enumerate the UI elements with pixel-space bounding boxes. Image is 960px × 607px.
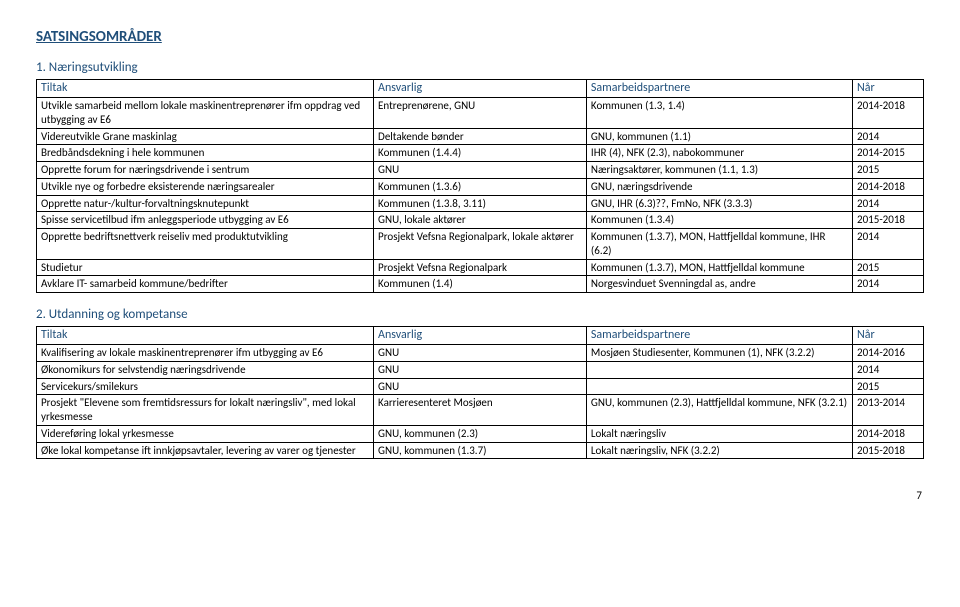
col-header-ansvarlig: Ansvarlig	[374, 327, 587, 345]
cell-tiltak: Økonomikurs for selvstendig næringsdrive…	[37, 361, 374, 378]
cell-samarbeidspartnere: GNU, kommunen (1.1)	[586, 128, 852, 145]
cell-ansvarlig: GNU	[374, 361, 587, 378]
table-row: Spisse servicetilbud ifm anleggsperiode …	[37, 212, 924, 229]
page-title: SATSINGSOMRÅDER	[36, 28, 924, 46]
table-2-body: Kvalifisering av lokale maskinentreprenø…	[37, 345, 924, 459]
cell-nar: 2014-2018	[853, 98, 924, 129]
cell-tiltak: Videreføring lokal yrkesmesse	[37, 425, 374, 442]
cell-tiltak: Prosjekt "Elevene som fremtidsressurs fo…	[37, 395, 374, 426]
cell-nar: 2014	[853, 195, 924, 212]
cell-tiltak: Utvikle samarbeid mellom lokale maskinen…	[37, 98, 374, 129]
table-row: Prosjekt "Elevene som fremtidsressurs fo…	[37, 395, 924, 426]
cell-samarbeidspartnere: Kommunen (1.3.7), MON, Hattfjelldal komm…	[586, 259, 852, 276]
table-header-row: Tiltak Ansvarlig Samarbeidspartnere Når	[37, 327, 924, 345]
cell-tiltak: Servicekurs/smilekurs	[37, 378, 374, 395]
section-1-title: 1. Næringsutvikling	[36, 60, 924, 75]
cell-nar: 2015	[853, 378, 924, 395]
cell-samarbeidspartnere	[586, 378, 852, 395]
cell-tiltak: Øke lokal kompetanse ift innkjøpsavtaler…	[37, 442, 374, 459]
cell-tiltak: Avklare IT- samarbeid kommune/bedrifter	[37, 276, 374, 293]
cell-ansvarlig: Karrieresenteret Mosjøen	[374, 395, 587, 426]
cell-nar: 2014	[853, 276, 924, 293]
cell-nar: 2014-2018	[853, 178, 924, 195]
cell-tiltak: Opprette bedriftsnettverk reiseliv med p…	[37, 229, 374, 260]
cell-tiltak: Videreutvikle Grane maskinlag	[37, 128, 374, 145]
cell-ansvarlig: GNU	[374, 162, 587, 179]
cell-nar: 2013-2014	[853, 395, 924, 426]
cell-tiltak: Opprette natur-/kultur-forvaltningsknute…	[37, 195, 374, 212]
cell-nar: 2014-2015	[853, 145, 924, 162]
cell-ansvarlig: Kommunen (1.3.6)	[374, 178, 587, 195]
table-row: Øke lokal kompetanse ift innkjøpsavtaler…	[37, 442, 924, 459]
table-row: Opprette forum for næringsdrivende i sen…	[37, 162, 924, 179]
cell-nar: 2015	[853, 162, 924, 179]
cell-ansvarlig: Kommunen (1.3.8, 3.11)	[374, 195, 587, 212]
col-header-ansvarlig: Ansvarlig	[374, 80, 587, 98]
cell-nar: 2014-2016	[853, 345, 924, 362]
col-header-tiltak: Tiltak	[37, 80, 374, 98]
table-row: Opprette natur-/kultur-forvaltningsknute…	[37, 195, 924, 212]
cell-samarbeidspartnere: GNU, IHR (6.3)??, FmNo, NFK (3.3.3)	[586, 195, 852, 212]
cell-ansvarlig: Prosjekt Vefsna Regionalpark	[374, 259, 587, 276]
cell-tiltak: Utvikle nye og forbedre eksisterende nær…	[37, 178, 374, 195]
page-number: 7	[36, 489, 924, 502]
table-header-row: Tiltak Ansvarlig Samarbeidspartnere Når	[37, 80, 924, 98]
cell-tiltak: Kvalifisering av lokale maskinentreprenø…	[37, 345, 374, 362]
col-header-samarbeidspartnere: Samarbeidspartnere	[586, 327, 852, 345]
cell-ansvarlig: GNU, kommunen (1.3.7)	[374, 442, 587, 459]
cell-ansvarlig: Deltakende bønder	[374, 128, 587, 145]
table-1-body: Utvikle samarbeid mellom lokale maskinen…	[37, 98, 924, 293]
table-row: Økonomikurs for selvstendig næringsdrive…	[37, 361, 924, 378]
cell-ansvarlig: Kommunen (1.4.4)	[374, 145, 587, 162]
table-row: Opprette bedriftsnettverk reiseliv med p…	[37, 229, 924, 260]
cell-tiltak: Spisse servicetilbud ifm anleggsperiode …	[37, 212, 374, 229]
cell-nar: 2014-2018	[853, 425, 924, 442]
cell-ansvarlig: GNU, kommunen (2.3)	[374, 425, 587, 442]
table-row: Bredbåndsdekning i hele kommunen Kommune…	[37, 145, 924, 162]
cell-samarbeidspartnere: IHR (4), NFK (2.3), nabokommuner	[586, 145, 852, 162]
cell-nar: 2015	[853, 259, 924, 276]
cell-samarbeidspartnere: Lokalt næringsliv	[586, 425, 852, 442]
cell-ansvarlig: GNU, lokale aktører	[374, 212, 587, 229]
cell-ansvarlig: GNU	[374, 345, 587, 362]
cell-tiltak: Opprette forum for næringsdrivende i sen…	[37, 162, 374, 179]
col-header-samarbeidspartnere: Samarbeidspartnere	[586, 80, 852, 98]
table-row: Servicekurs/smilekurs GNU 2015	[37, 378, 924, 395]
cell-tiltak: Bredbåndsdekning i hele kommunen	[37, 145, 374, 162]
table-row: Videreføring lokal yrkesmesse GNU, kommu…	[37, 425, 924, 442]
table-row: Studietur Prosjekt Vefsna Regionalpark K…	[37, 259, 924, 276]
cell-samarbeidspartnere: Kommunen (1.3.4)	[586, 212, 852, 229]
cell-ansvarlig: GNU	[374, 378, 587, 395]
cell-samarbeidspartnere: Kommunen (1.3.7), MON, Hattfjelldal komm…	[586, 229, 852, 260]
table-row: Utvikle samarbeid mellom lokale maskinen…	[37, 98, 924, 129]
col-header-nar: Når	[853, 327, 924, 345]
table-section-1: Tiltak Ansvarlig Samarbeidspartnere Når …	[36, 79, 924, 293]
cell-tiltak: Studietur	[37, 259, 374, 276]
cell-nar: 2015-2018	[853, 212, 924, 229]
cell-nar: 2014	[853, 128, 924, 145]
table-row: Avklare IT- samarbeid kommune/bedrifter …	[37, 276, 924, 293]
cell-samarbeidspartnere: GNU, kommunen (2.3), Hattfjelldal kommun…	[586, 395, 852, 426]
cell-samarbeidspartnere: Næringsaktører, kommunen (1.1, 1.3)	[586, 162, 852, 179]
col-header-nar: Når	[853, 80, 924, 98]
cell-ansvarlig: Kommunen (1.4)	[374, 276, 587, 293]
cell-nar: 2015-2018	[853, 442, 924, 459]
cell-samarbeidspartnere: Kommunen (1.3, 1.4)	[586, 98, 852, 129]
cell-samarbeidspartnere	[586, 361, 852, 378]
table-row: Utvikle nye og forbedre eksisterende nær…	[37, 178, 924, 195]
cell-nar: 2014	[853, 361, 924, 378]
cell-ansvarlig: Entreprenørene, GNU	[374, 98, 587, 129]
section-2-title: 2. Utdanning og kompetanse	[36, 307, 924, 322]
cell-samarbeidspartnere: Mosjøen Studiesenter, Kommunen (1), NFK …	[586, 345, 852, 362]
table-section-2: Tiltak Ansvarlig Samarbeidspartnere Når …	[36, 326, 924, 459]
cell-samarbeidspartnere: Lokalt næringsliv, NFK (3.2.2)	[586, 442, 852, 459]
cell-samarbeidspartnere: Norgesvinduet Svenningdal as, andre	[586, 276, 852, 293]
cell-samarbeidspartnere: GNU, næringsdrivende	[586, 178, 852, 195]
cell-ansvarlig: Prosjekt Vefsna Regionalpark, lokale akt…	[374, 229, 587, 260]
table-row: Kvalifisering av lokale maskinentreprenø…	[37, 345, 924, 362]
table-row: Videreutvikle Grane maskinlag Deltakende…	[37, 128, 924, 145]
cell-nar: 2014	[853, 229, 924, 260]
col-header-tiltak: Tiltak	[37, 327, 374, 345]
